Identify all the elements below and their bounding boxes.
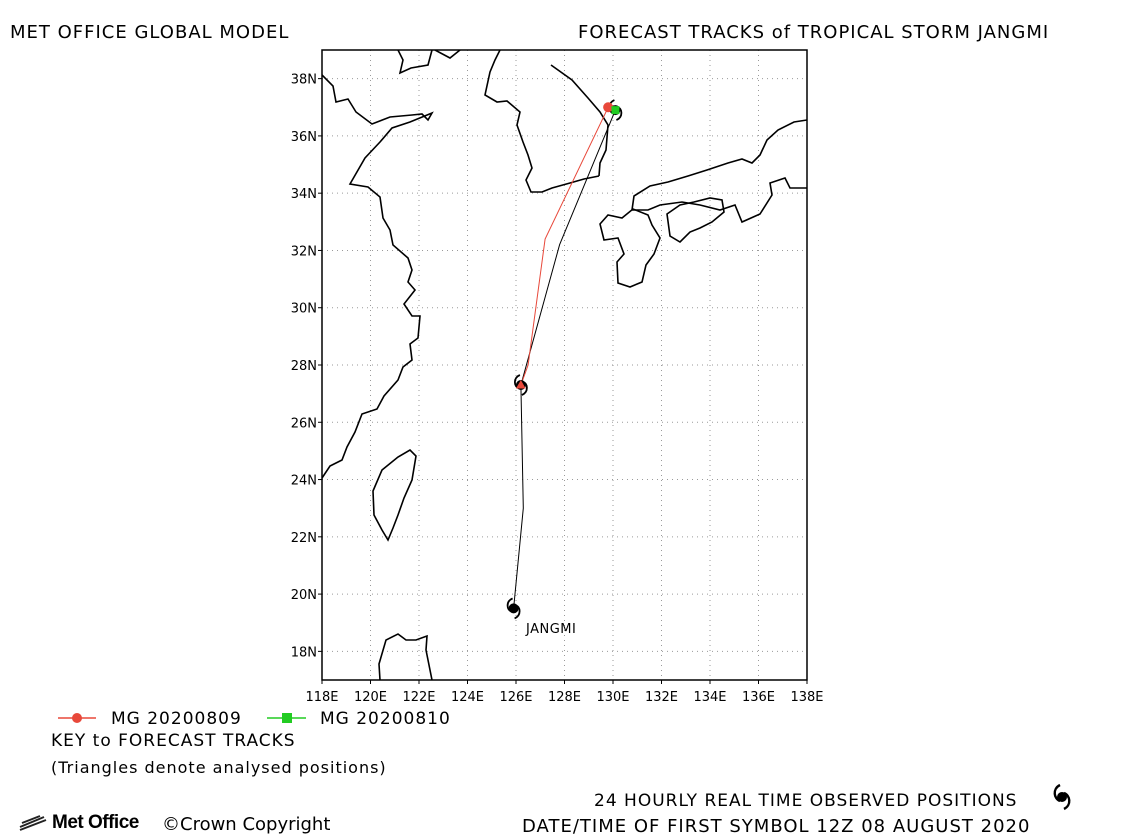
coast-shikoku	[666, 197, 725, 244]
lat-label: 30N	[291, 302, 317, 317]
copyright: ©Crown Copyright	[162, 814, 331, 835]
met-office-logo-icon	[19, 815, 47, 831]
coast-china-northeast	[397, 50, 433, 75]
legend: MG 20200809 MG 20200810	[58, 709, 451, 729]
coast-luzon	[378, 633, 433, 680]
legend-label-0810: MG 20200810	[320, 709, 451, 729]
lat-label: 38N	[291, 73, 317, 88]
lat-labels: 38N 36N 34N 32N 30N 28N 26N 24N 22N 20N 18N	[291, 73, 322, 660]
legend-marker-0810	[282, 713, 292, 723]
coast-taiwan	[372, 448, 417, 542]
legend-marker-0809	[72, 713, 82, 723]
lat-label: 22N	[291, 531, 317, 546]
lat-label: 32N	[291, 244, 317, 259]
coast-honshu	[631, 119, 807, 224]
tracks-layer	[506, 99, 623, 620]
analysed-triangle-0809	[515, 380, 526, 389]
coast-kyushu	[599, 208, 661, 288]
key-title: KEY to FORECAST TRACKS	[51, 731, 296, 751]
key-note: (Triangles denote analysed positions)	[51, 758, 387, 777]
lat-label: 24N	[291, 474, 317, 489]
hurricane-symbol-icon	[1053, 783, 1071, 811]
storm-symbol-core	[508, 603, 519, 614]
legend-label-0809: MG 20200809	[111, 709, 242, 729]
coast-china-north	[322, 74, 434, 479]
observed-note: 24 HOURLY REAL TIME OBSERVED POSITIONS	[594, 791, 1018, 811]
lat-label: 34N	[291, 187, 317, 202]
chart-title: FORECAST TRACKS of TROPICAL STORM JANGMI	[578, 22, 1050, 43]
coastlines	[322, 50, 807, 680]
lat-label: 20N	[291, 588, 317, 603]
observed-position-symbol	[506, 597, 521, 620]
lon-label: 128E	[548, 690, 581, 705]
lon-label: 120E	[354, 690, 387, 705]
forecast-marker-0810	[611, 106, 620, 115]
lat-label: 36N	[291, 130, 317, 145]
lat-label: 26N	[291, 416, 317, 431]
lon-label: 118E	[305, 690, 338, 705]
lat-label: 18N	[291, 645, 317, 660]
lon-label: 122E	[402, 690, 435, 705]
met-office-logo: Met Office	[18, 812, 139, 834]
model-title: MET OFFICE GLOBAL MODEL	[10, 22, 290, 43]
coast-korea-west	[484, 50, 600, 193]
coast-korea-east	[550, 64, 609, 177]
lon-labels: 118E 120E 122E 124E 126E 128E 130E 132E 134E 136E…	[305, 680, 824, 705]
met-office-logo-text: Met Office	[52, 812, 139, 833]
storm-label: JANGMI	[525, 622, 576, 637]
lat-label: 28N	[291, 359, 317, 374]
forecast-end-marker-0809	[603, 102, 614, 113]
datetime-note: DATE/TIME OF FIRST SYMBOL 12Z 08 AUGUST …	[522, 816, 1031, 837]
lon-label: 134E	[693, 690, 726, 705]
lon-label: 126E	[499, 690, 532, 705]
lon-label: 136E	[742, 690, 775, 705]
lon-label: 138E	[790, 690, 823, 705]
lon-label: 132E	[645, 690, 678, 705]
lon-label: 130E	[596, 690, 629, 705]
lon-label: 124E	[451, 690, 484, 705]
coast-shandong	[434, 50, 461, 59]
forecast-track-0809	[520, 107, 609, 386]
